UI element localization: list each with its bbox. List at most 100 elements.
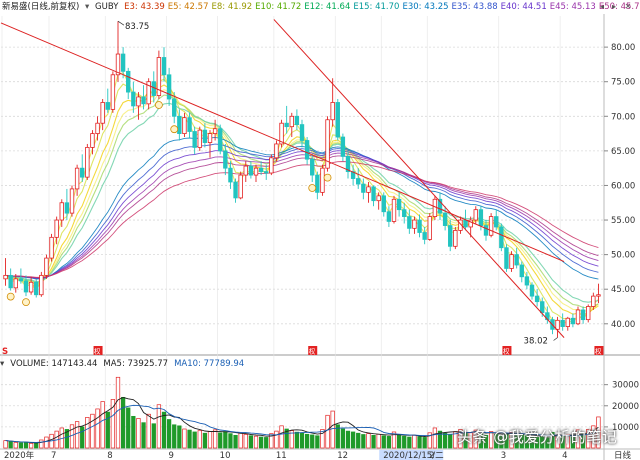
candle-body xyxy=(575,309,581,325)
volume-bar xyxy=(494,433,499,449)
volume-bar xyxy=(565,434,570,449)
volume-bar xyxy=(166,419,172,449)
volume-bar xyxy=(23,442,29,449)
candle xyxy=(39,271,44,297)
candle xyxy=(432,195,438,221)
candle xyxy=(248,161,254,179)
candle-body xyxy=(407,216,412,229)
volume-bar xyxy=(238,432,243,449)
candle xyxy=(570,313,576,328)
candle-body xyxy=(453,230,458,247)
candle-body xyxy=(269,157,274,174)
candle-body xyxy=(238,174,243,199)
x-tick-label: 3 xyxy=(501,451,506,460)
candle-body xyxy=(54,219,59,238)
volume-triangle-icon[interactable]: ▾ xyxy=(0,359,5,369)
volume-bar xyxy=(80,426,85,449)
candle-body xyxy=(218,128,223,152)
volume-bar xyxy=(529,436,535,449)
candle-body xyxy=(253,167,259,176)
candle-body xyxy=(427,216,432,240)
volume-bar xyxy=(3,440,8,449)
candle-body xyxy=(74,167,80,190)
candle-body xyxy=(120,53,126,72)
candle-body xyxy=(381,195,386,213)
candle xyxy=(264,164,269,180)
candle xyxy=(386,206,392,227)
volume-bar xyxy=(550,432,555,449)
candle xyxy=(253,164,259,182)
candle-body xyxy=(529,284,535,297)
candle xyxy=(366,182,371,203)
x-tick-label: 7 xyxy=(51,451,56,460)
volume-bar xyxy=(156,404,162,449)
candlestick-series xyxy=(3,21,601,338)
candle xyxy=(580,306,586,324)
candle xyxy=(402,202,407,224)
volume-bar xyxy=(64,429,70,449)
event-flag-label: 权 xyxy=(503,347,510,356)
volume-bar xyxy=(172,424,177,449)
volume-bar xyxy=(218,432,223,449)
candle xyxy=(64,188,70,221)
volume-bar xyxy=(524,435,530,449)
candle xyxy=(28,276,34,295)
volume-bar xyxy=(34,442,39,449)
candle xyxy=(315,171,320,200)
collapse-triangle-icon[interactable]: ▾ xyxy=(85,2,90,12)
candle-body xyxy=(172,98,177,117)
volume-bars xyxy=(3,376,601,449)
candle-body xyxy=(586,306,591,321)
volume-bar xyxy=(8,441,13,449)
candle xyxy=(284,105,289,134)
x-tick-label: 9 xyxy=(169,451,174,460)
x-tick-label: 2020/12/15/二 xyxy=(383,451,444,460)
candle xyxy=(202,123,208,148)
scroll-left-icon[interactable]: ◂ xyxy=(599,2,604,11)
volume-bar xyxy=(356,432,361,449)
candle xyxy=(23,275,29,297)
volume-bar xyxy=(105,411,110,449)
volume-bar xyxy=(212,429,218,449)
close-panel-icon[interactable]: ✕ xyxy=(624,2,632,11)
max-pointer xyxy=(117,20,125,26)
volume-ma10-line xyxy=(5,404,599,443)
volume-ma5-line xyxy=(5,397,599,444)
volume-bar xyxy=(345,430,351,449)
volume-bar xyxy=(386,436,392,449)
candle xyxy=(483,220,489,241)
scroll-right-icon[interactable]: ▸ xyxy=(611,2,616,11)
event-flag-box xyxy=(93,346,103,355)
candle-body xyxy=(560,319,565,327)
volume-bar xyxy=(335,424,340,449)
ema-line-3 xyxy=(5,72,599,325)
ema-label: E5: 42.57 xyxy=(167,2,209,12)
candle xyxy=(74,164,80,196)
volume-bar xyxy=(376,433,381,449)
candle xyxy=(212,119,218,141)
candle-body xyxy=(570,317,576,325)
candle-body xyxy=(396,198,402,211)
volume-bar xyxy=(136,418,141,449)
candle xyxy=(136,92,141,120)
candle-body xyxy=(304,140,310,160)
candle-body xyxy=(233,181,238,199)
ema-label: E15: 41.70 xyxy=(353,2,400,12)
candle-body xyxy=(28,281,34,293)
candle xyxy=(8,268,13,291)
event-marker-icon xyxy=(6,292,15,301)
trendline xyxy=(0,22,565,263)
candle-body xyxy=(141,96,146,105)
volume-bar xyxy=(586,429,591,449)
candle-body xyxy=(294,115,300,125)
trendlines[interactable] xyxy=(0,19,565,338)
volume-bar xyxy=(509,431,514,449)
candle-body xyxy=(80,167,85,178)
candle xyxy=(417,214,422,238)
volume-bar xyxy=(458,429,463,449)
event-flag-box xyxy=(502,346,512,355)
candle-body xyxy=(264,171,269,174)
volume-bar xyxy=(437,430,443,449)
candle-body xyxy=(488,216,494,236)
